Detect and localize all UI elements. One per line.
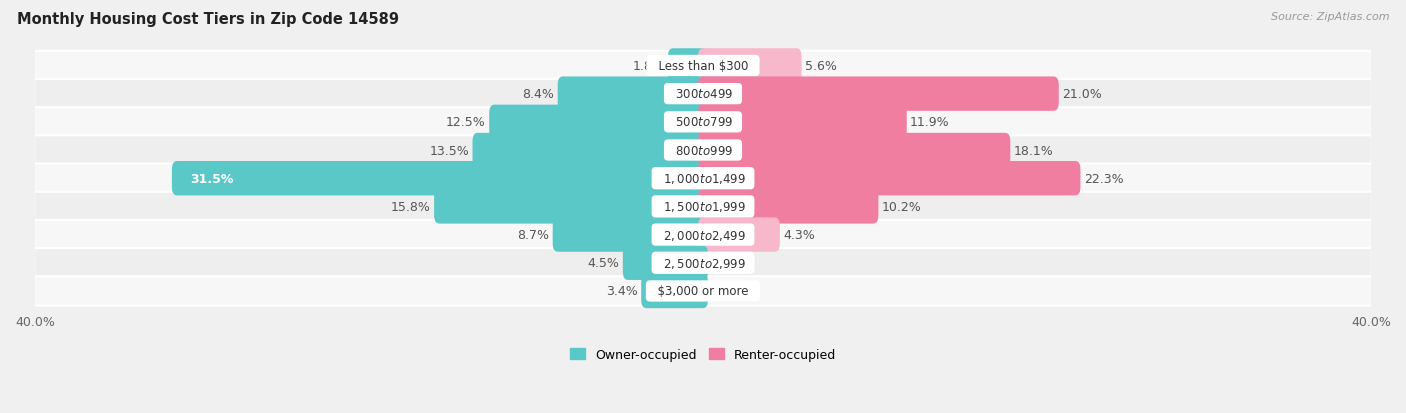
FancyBboxPatch shape xyxy=(34,108,1372,137)
FancyBboxPatch shape xyxy=(697,218,780,252)
Text: 0.0%: 0.0% xyxy=(711,256,744,270)
Text: 18.1%: 18.1% xyxy=(1014,144,1053,157)
FancyBboxPatch shape xyxy=(697,133,1011,168)
FancyBboxPatch shape xyxy=(697,105,907,140)
Text: 1.8%: 1.8% xyxy=(633,60,665,73)
Text: Less than $300: Less than $300 xyxy=(651,60,755,73)
Text: $300 to $499: $300 to $499 xyxy=(668,88,738,101)
Text: 13.5%: 13.5% xyxy=(429,144,470,157)
FancyBboxPatch shape xyxy=(668,49,709,83)
FancyBboxPatch shape xyxy=(34,52,1372,81)
Text: 31.5%: 31.5% xyxy=(190,172,233,185)
FancyBboxPatch shape xyxy=(34,277,1372,306)
FancyBboxPatch shape xyxy=(434,190,709,224)
Text: $2,000 to $2,499: $2,000 to $2,499 xyxy=(655,228,751,242)
Text: 0.0%: 0.0% xyxy=(711,285,744,298)
Text: 3.4%: 3.4% xyxy=(606,285,638,298)
Text: 10.2%: 10.2% xyxy=(882,200,921,214)
Text: 15.8%: 15.8% xyxy=(391,200,430,214)
Text: $800 to $999: $800 to $999 xyxy=(668,144,738,157)
FancyBboxPatch shape xyxy=(34,136,1372,165)
FancyBboxPatch shape xyxy=(697,49,801,83)
FancyBboxPatch shape xyxy=(34,164,1372,193)
FancyBboxPatch shape xyxy=(34,80,1372,109)
Text: $1,500 to $1,999: $1,500 to $1,999 xyxy=(655,200,751,214)
Text: 4.3%: 4.3% xyxy=(783,228,815,242)
Text: 5.6%: 5.6% xyxy=(804,60,837,73)
Text: 12.5%: 12.5% xyxy=(446,116,486,129)
FancyBboxPatch shape xyxy=(623,246,709,280)
FancyBboxPatch shape xyxy=(34,249,1372,278)
FancyBboxPatch shape xyxy=(34,221,1372,249)
FancyBboxPatch shape xyxy=(553,218,709,252)
Text: Monthly Housing Cost Tiers in Zip Code 14589: Monthly Housing Cost Tiers in Zip Code 1… xyxy=(17,12,399,27)
FancyBboxPatch shape xyxy=(697,161,1080,196)
Text: 22.3%: 22.3% xyxy=(1084,172,1123,185)
FancyBboxPatch shape xyxy=(172,161,709,196)
Text: $3,000 or more: $3,000 or more xyxy=(650,285,756,298)
Text: $500 to $799: $500 to $799 xyxy=(668,116,738,129)
Text: Source: ZipAtlas.com: Source: ZipAtlas.com xyxy=(1271,12,1389,22)
Text: 8.7%: 8.7% xyxy=(517,228,550,242)
FancyBboxPatch shape xyxy=(697,77,1059,112)
FancyBboxPatch shape xyxy=(489,105,709,140)
Text: 8.4%: 8.4% xyxy=(523,88,554,101)
Text: 21.0%: 21.0% xyxy=(1062,88,1102,101)
FancyBboxPatch shape xyxy=(641,274,709,309)
FancyBboxPatch shape xyxy=(558,77,709,112)
FancyBboxPatch shape xyxy=(472,133,709,168)
FancyBboxPatch shape xyxy=(697,190,879,224)
Text: 4.5%: 4.5% xyxy=(588,256,620,270)
Legend: Owner-occupied, Renter-occupied: Owner-occupied, Renter-occupied xyxy=(569,348,837,361)
Text: $2,500 to $2,999: $2,500 to $2,999 xyxy=(655,256,751,270)
Text: $1,000 to $1,499: $1,000 to $1,499 xyxy=(655,172,751,186)
FancyBboxPatch shape xyxy=(34,192,1372,221)
Text: 11.9%: 11.9% xyxy=(910,116,949,129)
